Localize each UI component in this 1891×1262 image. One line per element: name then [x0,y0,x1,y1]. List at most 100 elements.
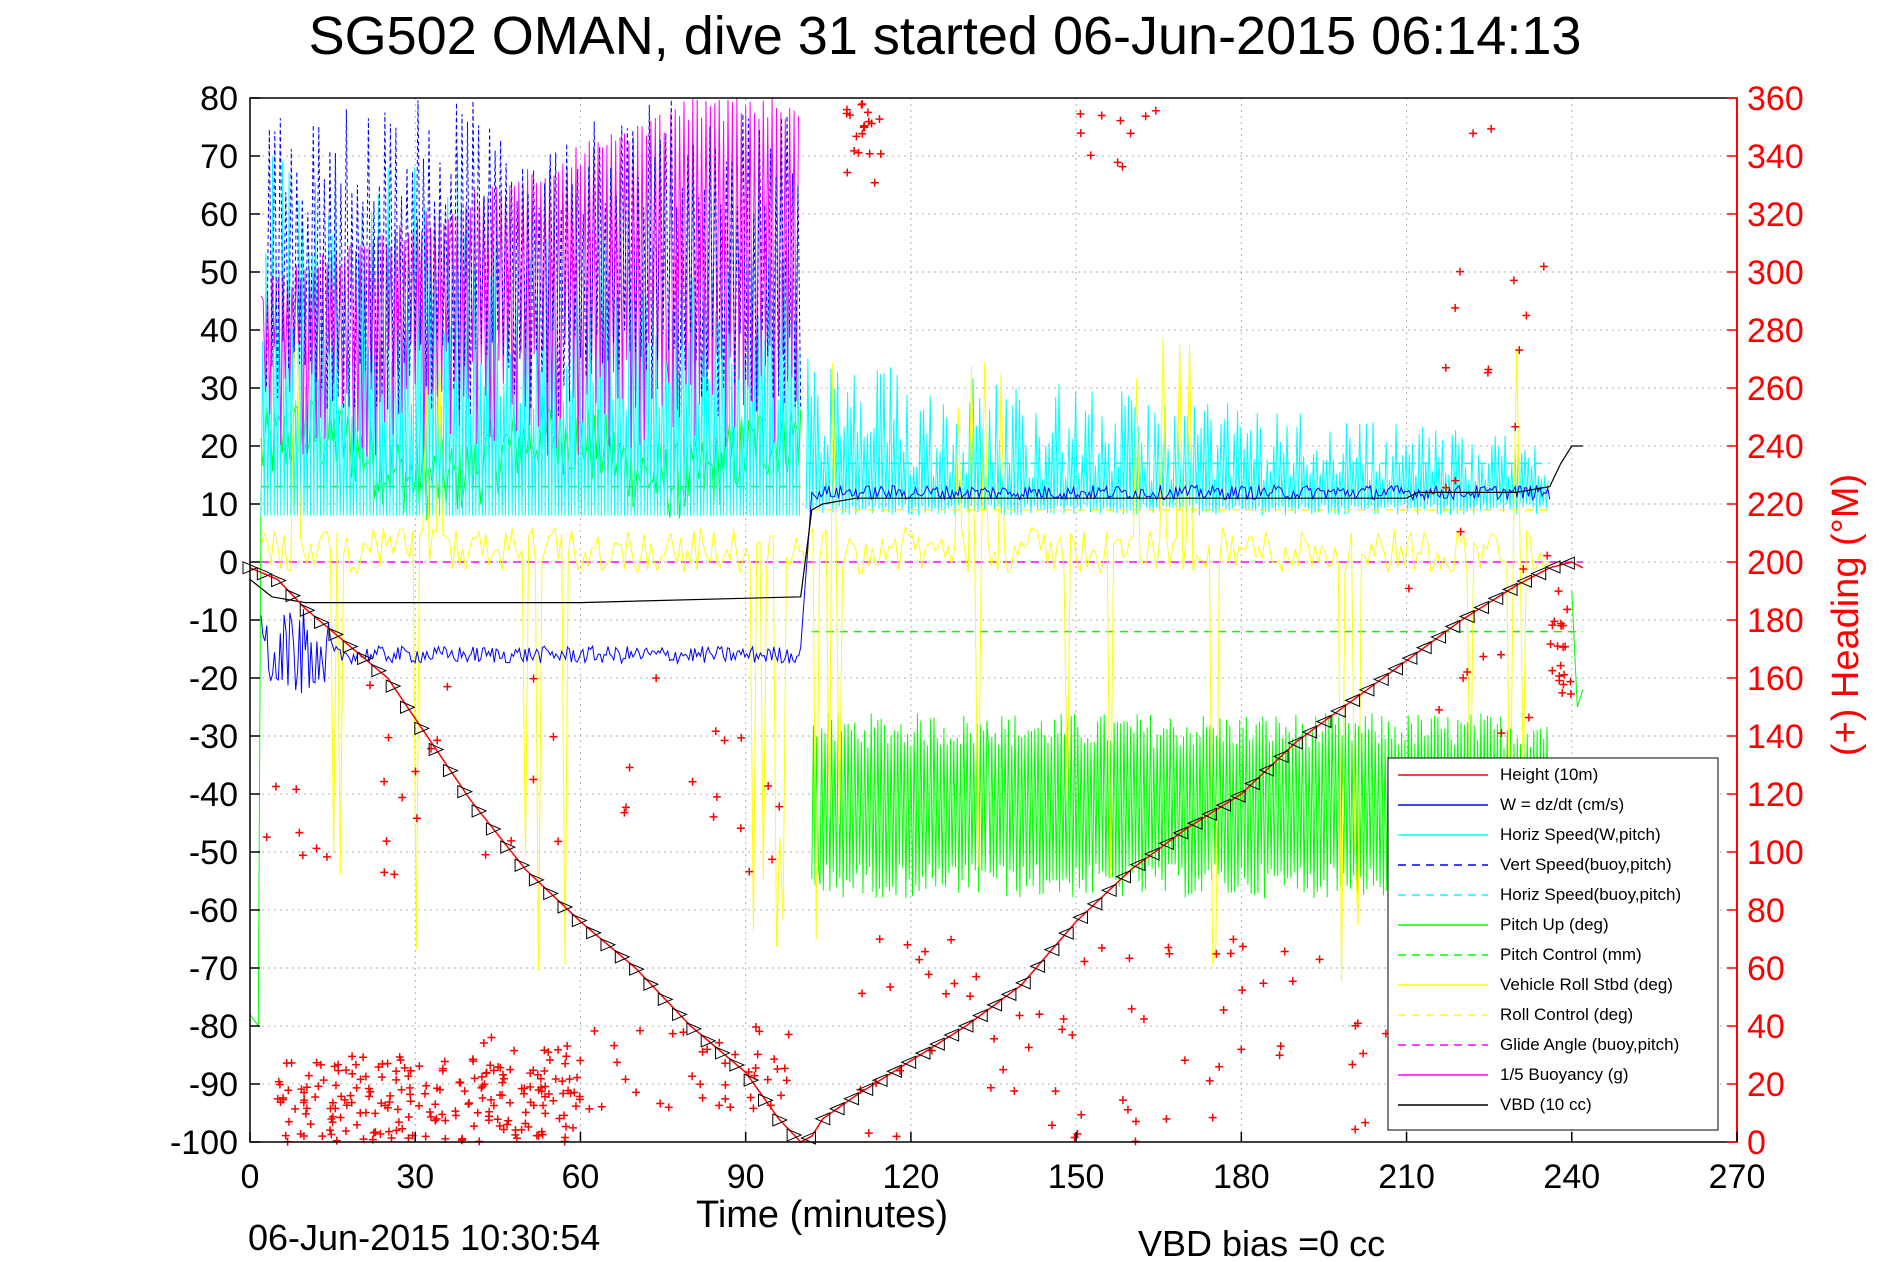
heading-point [1205,1076,1214,1085]
heading-point [1519,564,1528,573]
heading-point [495,1121,504,1130]
heading-point [380,868,389,877]
x-tick-label: 240 [1543,1158,1600,1196]
heading-point [780,1064,789,1073]
heading-point [298,851,307,860]
heading-point [356,1075,365,1084]
heading-point [1451,303,1460,312]
heading-point [306,1120,315,1129]
y2-tick-label: 120 [1747,776,1804,814]
heading-point [1237,1045,1246,1054]
heading-point [540,1046,549,1055]
heading-point [319,1076,328,1085]
x-tick-label: 90 [727,1158,765,1196]
heading-point [533,1070,542,1079]
heading-point [1487,124,1496,133]
heading-point [1180,1056,1189,1065]
heading-point [1404,584,1413,593]
heading-point [1451,476,1460,485]
depth-marker [1000,987,1017,1002]
heading-point [394,1118,403,1127]
heading-point [1361,1118,1370,1127]
y2-tick-label: 20 [1747,1066,1785,1104]
depth-marker [314,615,330,630]
depth-marker [1544,560,1561,574]
heading-point [776,1091,785,1100]
depth-marker [1014,976,1031,990]
heading-point [438,1110,447,1119]
heading-point [876,149,885,158]
heading-point [865,149,874,158]
depth-marker [1029,959,1046,974]
heading-point [279,1093,288,1102]
heading-point [1558,688,1567,697]
heading-point [568,1123,577,1132]
y2-tick-label: 300 [1747,254,1804,292]
depth-marker [843,1091,859,1106]
heading-point [328,1098,337,1107]
heading-point [481,850,490,859]
heading-point [366,681,375,690]
depth-marker [729,1058,746,1072]
heading-point [331,1081,340,1090]
depth-marker [1229,789,1246,803]
x-tick-label: 270 [1709,1158,1766,1196]
heading-point [316,1060,325,1069]
heading-point [892,1132,901,1141]
depth-marker [743,1073,760,1087]
heading-point [457,1136,466,1145]
legend-entry: Roll Control (deg) [1500,1005,1633,1024]
heading-point [284,1117,293,1126]
heading-point [495,1091,504,1100]
heading-point [1555,672,1564,681]
heading-point [541,1092,550,1101]
heading-point [455,1078,464,1087]
heading-point [302,1083,311,1092]
heading-point [858,100,867,109]
depth-marker [700,1034,717,1048]
heading-point [563,1042,572,1051]
heading-point [854,148,863,157]
heading-point [348,1052,357,1061]
depth-marker [629,962,645,976]
heading-point [359,1053,368,1062]
heading-point [860,123,869,132]
heading-point [763,1075,772,1084]
tick-labels: 0 30 60 90 120 150 180 210 240 270 80 70 60 50 40 30 20 1… [170,80,1804,1196]
depth-marker [886,1064,902,1078]
heading-point [551,1075,560,1084]
heading-point [688,777,697,786]
heading-point [352,1083,361,1092]
heading-point [340,1095,349,1104]
depth-marker [485,822,502,836]
heading-point [441,1116,450,1125]
heading-point [632,1088,641,1097]
heading-point [353,1120,362,1129]
heading-point [564,1086,573,1095]
heading-point [1076,129,1085,138]
heading-point [850,146,859,155]
heading-point [383,1103,392,1112]
heading-point [470,1122,479,1131]
heading-point [575,1095,584,1104]
heading-point [621,1075,630,1084]
heading-point [536,1074,545,1083]
heading-point [712,792,721,801]
y-tick-label: 70 [200,138,238,176]
heading-point [326,1126,335,1135]
heading-point [499,1125,508,1134]
heading-point [1073,1130,1082,1138]
heading-point [404,1072,413,1081]
heading-point [421,1132,430,1141]
y2-tick-label: 320 [1747,196,1804,234]
heading-point [301,1109,310,1118]
heading-point [383,1059,392,1068]
heading-point [1496,650,1505,659]
heading-point [1554,587,1563,596]
heading-point [1226,949,1235,958]
heading-point [1059,1015,1068,1024]
heading-point [1441,363,1450,372]
heading-point [875,935,884,944]
heading-point [1024,1043,1033,1052]
depth-marker [800,1131,816,1145]
